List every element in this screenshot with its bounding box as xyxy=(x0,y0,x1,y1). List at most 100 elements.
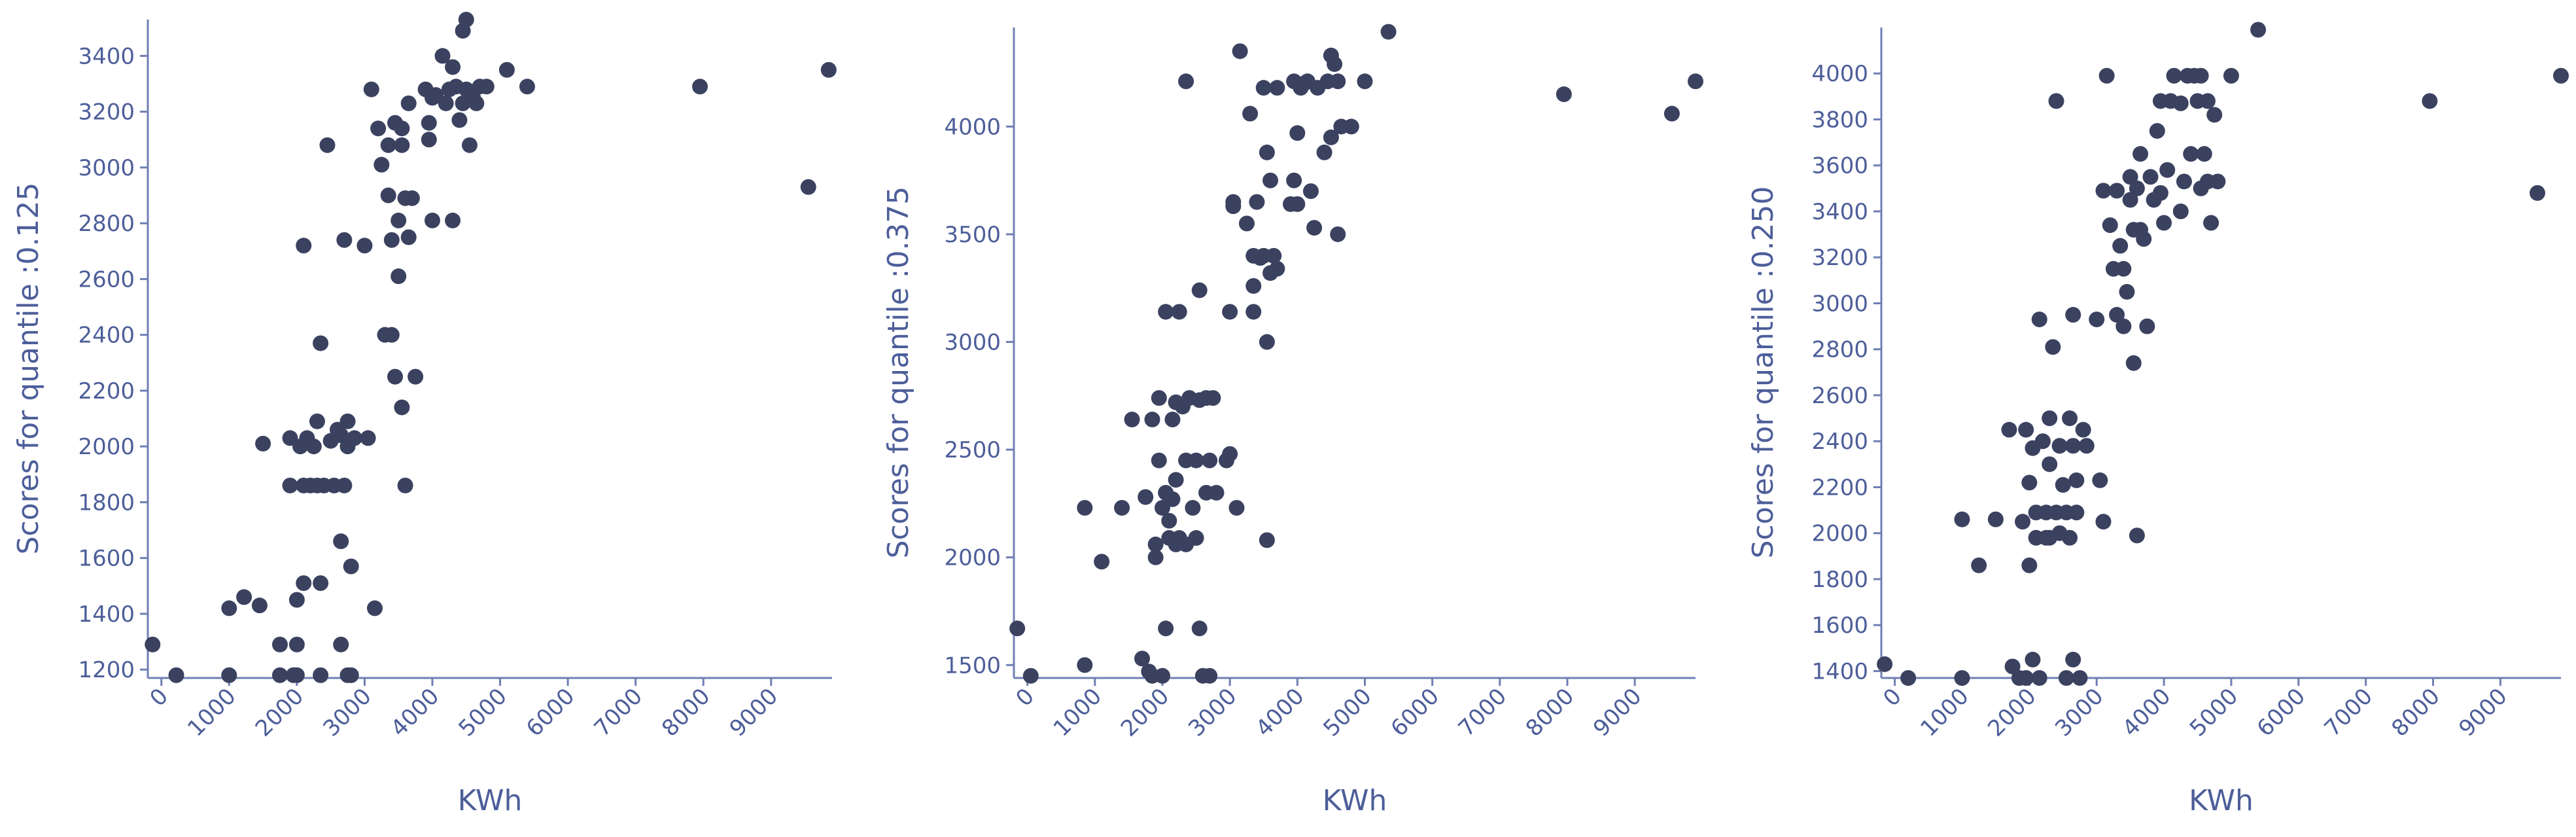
x-axis-title: KWh xyxy=(2189,784,2254,817)
scatter-point xyxy=(1289,125,1306,141)
scatter-point xyxy=(1259,334,1275,350)
scatter-point xyxy=(1900,670,1917,686)
scatter-point xyxy=(400,95,417,111)
scatter-point xyxy=(1077,657,1093,673)
scatter-point xyxy=(2021,557,2038,573)
y-tick-label: 2500 xyxy=(944,437,1001,463)
scatter-point xyxy=(458,12,474,27)
scatter-point xyxy=(1269,260,1285,277)
scatter-point xyxy=(360,430,376,446)
scatter-point xyxy=(313,335,329,351)
x-tick-label: 9000 xyxy=(2454,683,2512,741)
scatter-point xyxy=(1124,412,1140,428)
scatter-point xyxy=(1191,620,1208,637)
scatter-point xyxy=(2058,670,2074,686)
scatter-point xyxy=(288,636,305,652)
scatter-point xyxy=(1286,172,1302,188)
scatter-point xyxy=(451,112,468,128)
scatter-point xyxy=(380,187,396,204)
scatter-point xyxy=(2109,307,2125,323)
scatter-point xyxy=(1188,452,1204,469)
scatter-point xyxy=(296,238,312,254)
y-tick-label: 2800 xyxy=(78,211,135,237)
scatter-point xyxy=(2018,421,2034,438)
scatter-point xyxy=(2156,215,2172,231)
scatter-point xyxy=(1151,390,1167,406)
scatter-point xyxy=(2095,514,2112,530)
y-tick-label: 3400 xyxy=(78,43,135,69)
y-tick-label: 1800 xyxy=(78,490,135,516)
scatter-point xyxy=(1144,412,1160,428)
chart-panel-3: 1400 1600 1800 2000 2200 2400 2600 2800 3000 3200… xyxy=(1747,22,2569,817)
scatter-point xyxy=(1164,491,1181,507)
scatter-point xyxy=(1259,532,1275,548)
scatter-point xyxy=(2529,185,2545,201)
scatter-point xyxy=(519,79,535,95)
scatter-point xyxy=(2045,339,2061,355)
scatter-point xyxy=(2004,658,2021,675)
x-tick-label: 8000 xyxy=(2386,683,2445,741)
x-tick-label: 0 xyxy=(1011,683,1039,712)
scatter-point xyxy=(2068,472,2085,488)
y-tick-label: 2000 xyxy=(1811,521,1868,547)
scatter-point xyxy=(305,438,322,455)
scatter-point xyxy=(1327,56,1343,72)
scatter-point xyxy=(1971,557,1987,573)
scatter-point xyxy=(2065,438,2081,454)
scatter-point xyxy=(1877,656,1893,672)
scatter-point xyxy=(1077,499,1093,516)
scatter-point xyxy=(1094,554,1110,570)
scatter-point xyxy=(1269,80,1285,96)
scatter-point xyxy=(1222,304,1238,320)
y-tick-label: 3400 xyxy=(1811,199,1868,225)
x-tick-label: 2000 xyxy=(1116,683,1174,741)
scatter-point xyxy=(288,667,305,683)
scatter-point xyxy=(1245,304,1262,320)
scatter-point xyxy=(400,229,417,245)
scatter-point xyxy=(2166,67,2182,84)
y-tick-label: 4000 xyxy=(1811,61,1868,87)
scatter-point xyxy=(461,137,478,153)
scatter-point xyxy=(313,575,329,592)
scatter-point xyxy=(2159,162,2176,178)
scatter-point xyxy=(343,667,359,683)
scatter-point xyxy=(2089,312,2105,328)
scatter-point xyxy=(313,667,329,683)
scatter-point xyxy=(1316,144,1332,160)
scatter-point xyxy=(2129,527,2145,544)
scatter-point xyxy=(445,212,461,228)
scatter-point xyxy=(336,232,353,248)
x-tick-label: 2000 xyxy=(1983,683,2041,741)
scatter-point xyxy=(1228,499,1245,516)
x-tick-label: 6000 xyxy=(521,683,580,741)
y-tick-label: 3200 xyxy=(78,99,135,126)
scatter-point xyxy=(2115,260,2132,277)
scatter-point xyxy=(370,120,387,137)
scatter-point xyxy=(2152,185,2168,201)
scatter-point xyxy=(478,79,495,95)
x-axis-title: KWh xyxy=(1323,784,1387,817)
scatter-point xyxy=(1954,670,1970,686)
x-tick-label: 6000 xyxy=(2252,683,2310,741)
scatter-point xyxy=(2062,529,2078,546)
scatter-point xyxy=(1158,304,1174,320)
scatter-point xyxy=(2176,173,2192,190)
scatter-point xyxy=(692,79,708,95)
scatter-point xyxy=(271,636,288,652)
scatter-point xyxy=(236,589,252,605)
y-tick-label: 3000 xyxy=(944,330,1001,356)
scatter-point xyxy=(168,667,184,683)
scatter-point xyxy=(1242,105,1259,122)
scatter-point xyxy=(221,600,237,616)
scatter-point xyxy=(1134,650,1151,667)
scatter-point xyxy=(394,399,410,416)
x-tick-label: 3000 xyxy=(2050,683,2108,741)
x-axis-title: KWh xyxy=(458,784,523,817)
scatter-point xyxy=(391,268,407,285)
scatter-point xyxy=(2092,472,2108,488)
y-tick-label: 3500 xyxy=(944,222,1001,248)
y-tick-label: 1400 xyxy=(78,601,135,628)
scatter-point xyxy=(2183,146,2199,162)
scatter-point xyxy=(408,368,424,385)
